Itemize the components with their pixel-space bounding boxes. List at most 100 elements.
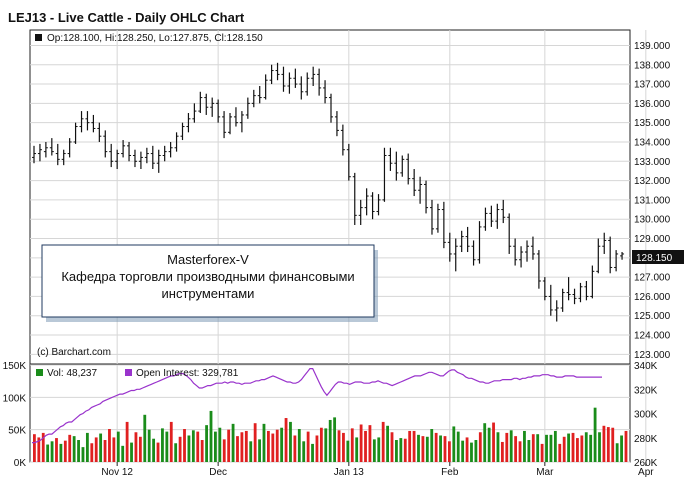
- ohlc-bar: [61, 149, 66, 166]
- volume-bar: [474, 440, 478, 462]
- ohlc-bar: [198, 91, 203, 114]
- volume-bar: [403, 438, 407, 462]
- ohlc-bar: [317, 68, 322, 96]
- ohlc-bar: [32, 145, 36, 164]
- volume-bar: [399, 438, 403, 462]
- volume-bar: [593, 407, 597, 462]
- ohlc-bar: [311, 66, 316, 86]
- ohlc-bar: [400, 155, 405, 177]
- volume-bar: [439, 435, 442, 462]
- volume-bar: [452, 426, 456, 462]
- ohlc-bar: [168, 141, 173, 158]
- ohlc-bar: [424, 180, 429, 214]
- ohlc-bar: [465, 226, 470, 253]
- volume-bar: [549, 434, 553, 462]
- date-tick-label: Apr: [638, 467, 654, 478]
- volume-bar: [372, 439, 376, 462]
- ohlc-bar: [554, 300, 559, 322]
- date-axis: Nov 12 Dec Jan 13 Feb Mar Apr: [101, 462, 654, 478]
- volume-bar: [514, 436, 518, 462]
- volume-bar: [262, 423, 266, 462]
- volume-bar: [505, 432, 509, 462]
- ohlc-bar: [477, 221, 482, 264]
- oi-legend-swatch: [125, 369, 132, 376]
- volume-bar: [138, 436, 142, 462]
- volume-bar: [130, 442, 133, 462]
- volume-bar: [68, 434, 72, 462]
- ohlc-bar: [513, 238, 518, 266]
- volume-bar: [161, 428, 164, 462]
- ohlc-bar: [435, 203, 440, 233]
- volume-bar: [147, 429, 151, 462]
- price-tick-label: 129.000: [634, 234, 671, 245]
- ohlc-bar: [233, 107, 238, 127]
- volume-bar: [280, 427, 284, 462]
- volume-bar: [580, 435, 584, 462]
- ohlc-bar: [507, 213, 512, 254]
- last-price-tag: [632, 250, 684, 264]
- volume-bar: [169, 421, 173, 462]
- volume-bar: [390, 432, 394, 462]
- date-tick-label: Dec: [209, 467, 227, 478]
- volume-bar: [333, 417, 337, 462]
- volume-bar: [377, 437, 381, 462]
- volume-bar: [103, 440, 107, 462]
- volume-bar: [55, 438, 58, 462]
- price-tick-label: 132.000: [634, 176, 671, 187]
- ohlc-bar: [596, 238, 601, 274]
- volume-bar: [253, 423, 257, 462]
- ohlc-bar: [483, 207, 488, 231]
- volume-bar: [165, 431, 169, 462]
- volume-bar: [266, 430, 270, 462]
- volume-bar: [624, 430, 628, 462]
- oi-legend-label: Open Interest: 329,781: [136, 368, 239, 379]
- volume-bar: [540, 443, 544, 462]
- ohlc-bar: [37, 143, 42, 162]
- volume-bar: [531, 434, 535, 462]
- ohlc-bar: [222, 111, 227, 139]
- ohlc-bar: [346, 143, 351, 181]
- volume-bar: [289, 421, 292, 462]
- volume-bar: [112, 437, 116, 462]
- volume-bar: [143, 414, 147, 462]
- volume-bar: [496, 432, 500, 462]
- ohlc-bar: [548, 284, 553, 316]
- volume-bar: [90, 443, 94, 462]
- ohlc-bar: [394, 151, 399, 181]
- volume-bar: [443, 436, 447, 462]
- ohlc-bar: [251, 89, 256, 108]
- volume-bar: [620, 435, 623, 462]
- ohlc-bar: [150, 145, 155, 170]
- volume-bar: [121, 445, 125, 462]
- volume-bar: [99, 433, 103, 462]
- volume-bar: [271, 433, 275, 462]
- ohlc-bar: [49, 138, 54, 156]
- volume-bar: [328, 419, 332, 462]
- volume-bar: [33, 434, 36, 462]
- volume-bar: [584, 432, 588, 462]
- ohlc-bar: [162, 145, 167, 162]
- ohlc-bar: [519, 246, 524, 268]
- volume-bar: [589, 434, 593, 462]
- ohlc-bar: [489, 205, 494, 227]
- ohlc-bar: [441, 201, 446, 249]
- volume-bar: [562, 436, 566, 462]
- volume-bar: [598, 432, 601, 462]
- volume-bar: [518, 441, 522, 462]
- oi-tick-label: 340K: [634, 361, 658, 372]
- price-tick-label: 126.000: [634, 292, 671, 303]
- ohlc-legend-label: Op:128.100, Hi:128.250, Lo:127.875, Cl:1…: [47, 33, 263, 44]
- volume-bar: [386, 425, 389, 462]
- price-tick-label: 135.000: [634, 118, 671, 129]
- ohlc-bar: [542, 277, 547, 301]
- volume-bar: [434, 432, 438, 462]
- volume-bar: [63, 440, 67, 462]
- ohlc-bar: [281, 66, 286, 92]
- date-tick-label: Nov 12: [101, 467, 133, 478]
- ohlc-bar: [323, 80, 328, 104]
- ohlc-bar: [144, 147, 149, 164]
- volume-bar: [59, 443, 63, 462]
- ohlc-bar: [536, 250, 541, 289]
- volume-bar: [553, 430, 557, 462]
- oi-tick-label: 280K: [634, 434, 658, 445]
